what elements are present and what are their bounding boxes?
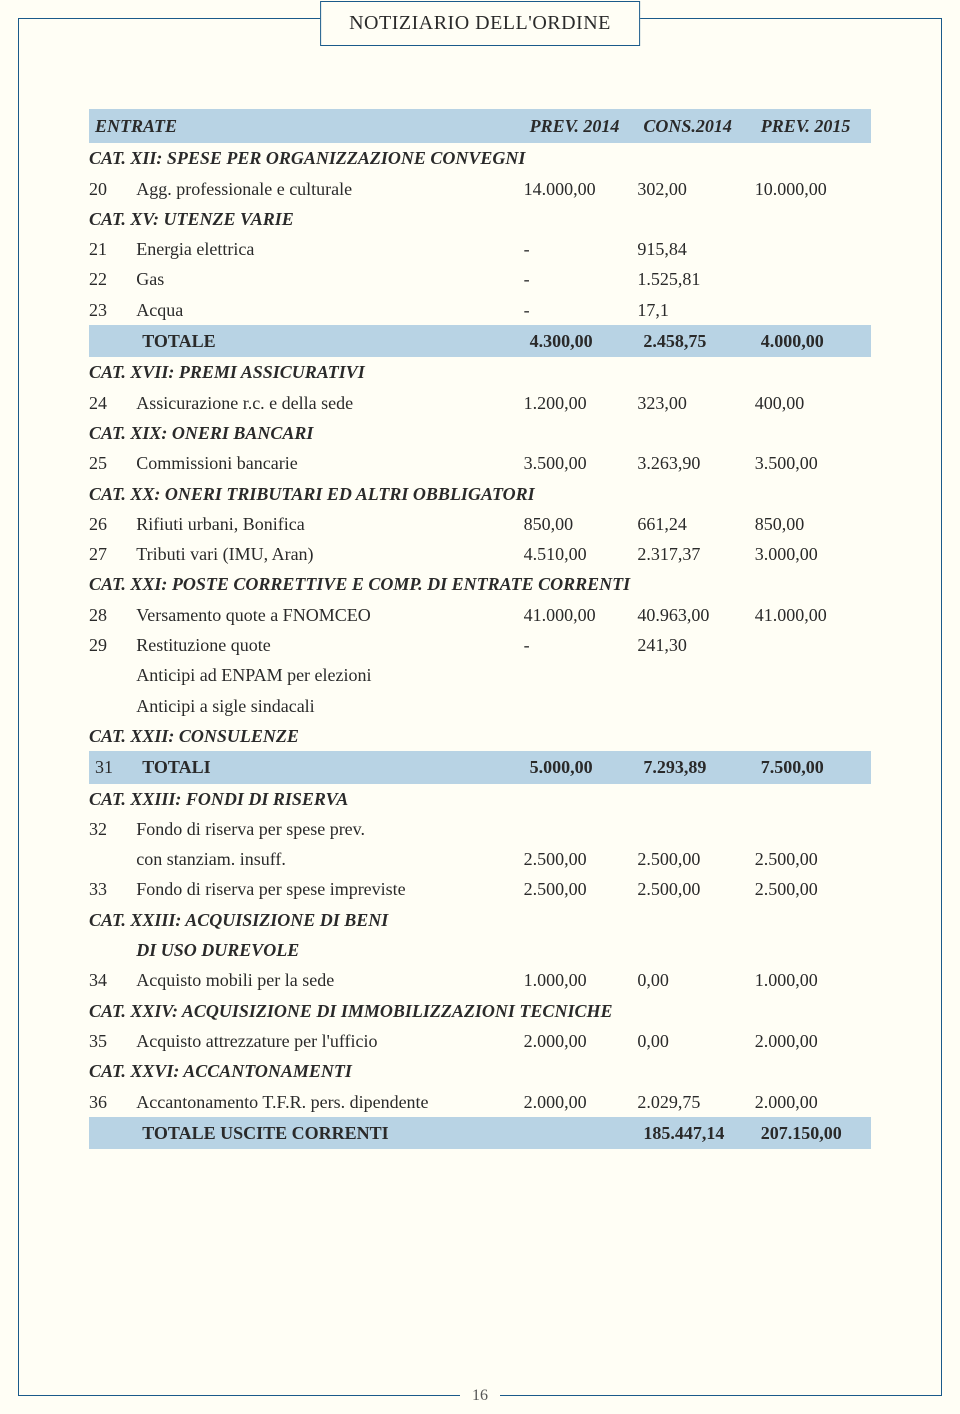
- header-prev2014: PREV. 2014: [524, 109, 638, 143]
- cat21-title: CAT. XXI: POSTE CORRETTIVE E COMP. DI EN…: [89, 569, 871, 599]
- page-frame: NOTIZIARIO DELL'ORDINE ENTRATE PREV. 201…: [18, 18, 942, 1396]
- cat26-title: CAT. XXVI: ACCANTONAMENTI: [89, 1056, 871, 1086]
- row-28: 28 Versamento quote a FNOMCEO 41.000,00 …: [89, 600, 871, 630]
- row-24: 24 Assicurazione r.c. e della sede 1.200…: [89, 388, 871, 418]
- row-35: 35 Acquisto attrezzature per l'ufficio 2…: [89, 1026, 871, 1056]
- cat23b-sub: DI USO DUREVOLE: [136, 935, 871, 965]
- row-36: 36 Accantonamento T.F.R. pers. dipendent…: [89, 1087, 871, 1117]
- row-32a: 32 Fondo di riserva per spese prev.: [89, 814, 871, 844]
- cat23a-title: CAT. XXIII: FONDI DI RISERVA: [89, 784, 871, 814]
- row-26: 26 Rifiuti urbani, Bonifica 850,00 661,2…: [89, 509, 871, 539]
- page-header-title: NOTIZIARIO DELL'ORDINE: [320, 1, 640, 46]
- header-entrate: ENTRATE: [89, 109, 524, 143]
- cat20-title: CAT. XX: ONERI TRIBUTARI ED ALTRI OBBLIG…: [89, 479, 871, 509]
- cat17-title: CAT. XVII: PREMI ASSICURATIVI: [89, 357, 871, 387]
- row-33: 33 Fondo di riserva per spese impreviste…: [89, 874, 871, 904]
- grand-total-row: TOTALE USCITE CORRENTI 185.447,14 207.15…: [89, 1117, 871, 1149]
- table-header-row: ENTRATE PREV. 2014 CONS.2014 PREV. 2015: [89, 109, 871, 143]
- row-extra2: Anticipi a sigle sindacali: [89, 691, 871, 721]
- row-31: 31 TOTALI 5.000,00 7.293,89 7.500,00: [89, 751, 871, 783]
- row-25: 25 Commissioni bancarie 3.500,00 3.263,9…: [89, 448, 871, 478]
- cat22-title: CAT. XXII: CONSULENZE: [89, 721, 871, 751]
- content-area: ENTRATE PREV. 2014 CONS.2014 PREV. 2015 …: [19, 19, 941, 1189]
- row-extra1: Anticipi ad ENPAM per elezioni: [89, 660, 871, 690]
- page-number: 16: [460, 1387, 500, 1405]
- row-23: 23 Acqua - 17,1: [89, 295, 871, 325]
- row-27: 27 Tributi vari (IMU, Aran) 4.510,00 2.3…: [89, 539, 871, 569]
- cat12-title: CAT. XII: SPESE PER ORGANIZZAZIONE CONVE…: [89, 143, 871, 173]
- row-32b: con stanziam. insuff. 2.500,00 2.500,00 …: [89, 844, 871, 874]
- budget-table: ENTRATE PREV. 2014 CONS.2014 PREV. 2015 …: [89, 109, 871, 1149]
- row-22: 22 Gas - 1.525,81: [89, 264, 871, 294]
- header-cons2014: CONS.2014: [637, 109, 754, 143]
- cat23b-title: CAT. XXIII: ACQUISIZIONE DI BENI: [89, 905, 871, 935]
- row-34: 34 Acquisto mobili per la sede 1.000,00 …: [89, 965, 871, 995]
- cat19-title: CAT. XIX: ONERI BANCARI: [89, 418, 871, 448]
- row-29: 29 Restituzione quote - 241,30: [89, 630, 871, 660]
- header-prev2015: PREV. 2015: [755, 109, 871, 143]
- cat15-title: CAT. XV: UTENZE VARIE: [89, 204, 871, 234]
- cat15-total-row: TOTALE 4.300,00 2.458,75 4.000,00: [89, 325, 871, 357]
- row-20: 20 Agg. professionale e culturale 14.000…: [89, 174, 871, 204]
- cat24-title: CAT. XXIV: ACQUISIZIONE DI IMMOBILIZZAZI…: [89, 996, 871, 1026]
- row-21: 21 Energia elettrica - 915,84: [89, 234, 871, 264]
